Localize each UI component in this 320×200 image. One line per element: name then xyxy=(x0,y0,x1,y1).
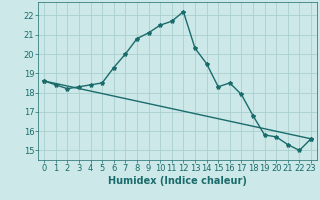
X-axis label: Humidex (Indice chaleur): Humidex (Indice chaleur) xyxy=(108,176,247,186)
